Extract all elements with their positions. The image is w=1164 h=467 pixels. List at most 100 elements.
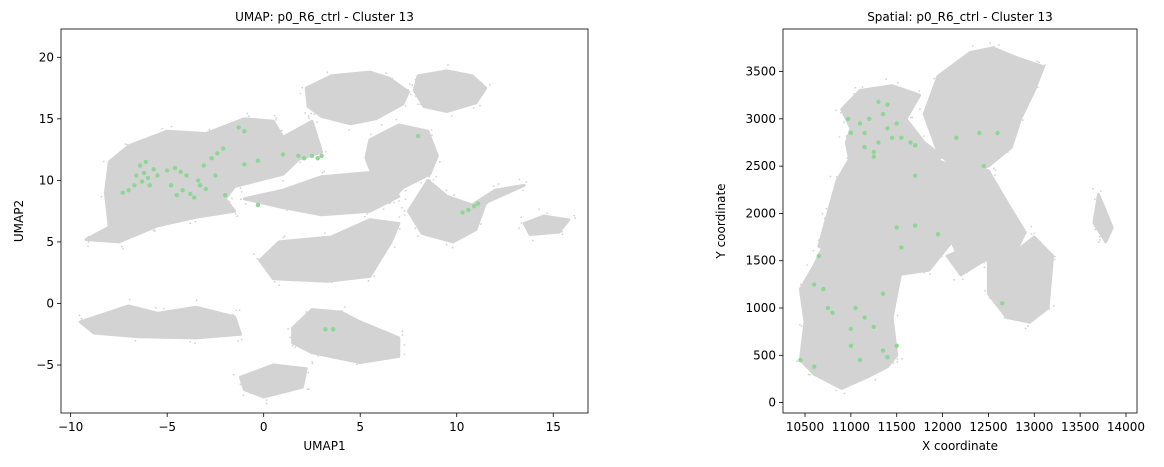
umap-background-speck bbox=[402, 101, 405, 103]
umap-background-speck bbox=[487, 194, 490, 196]
umap-background-speck bbox=[432, 179, 435, 181]
spatial-y-tick-label: 0 bbox=[768, 396, 776, 410]
umap-background-speck bbox=[87, 235, 90, 238]
umap-background-speck bbox=[94, 332, 97, 334]
umap-cluster-point bbox=[460, 210, 465, 215]
umap-background-speck bbox=[522, 189, 524, 192]
spatial-background-speck bbox=[993, 167, 995, 170]
spatial-cluster-points bbox=[798, 99, 1005, 369]
spatial-background-speck bbox=[940, 81, 943, 84]
spatial-background-speck bbox=[897, 81, 899, 84]
spatial-cluster-point bbox=[812, 282, 817, 287]
umap-background-speck bbox=[240, 191, 243, 193]
umap-cluster-point bbox=[222, 193, 228, 198]
spatial-background-speck bbox=[989, 42, 992, 45]
spatial-background-speck bbox=[940, 255, 943, 258]
umap-background-speck bbox=[416, 103, 419, 105]
spatial-x-tick-label: 11000 bbox=[832, 420, 870, 434]
spatial-cluster-point bbox=[977, 130, 982, 136]
spatial-cluster-point bbox=[871, 149, 876, 155]
spatial-background-speck bbox=[850, 168, 853, 171]
umap-background-speck bbox=[229, 211, 232, 214]
spatial-background-speck bbox=[968, 247, 971, 250]
spatial-cluster-point bbox=[880, 291, 886, 296]
umap-background-speck bbox=[239, 383, 242, 386]
spatial-background-speck bbox=[862, 254, 865, 257]
umap-background-speck bbox=[449, 106, 452, 109]
umap-cluster-point bbox=[168, 183, 174, 188]
spatial-background-speck bbox=[983, 266, 986, 269]
spatial-x-tick-label: 13500 bbox=[1061, 420, 1099, 434]
umap-background-speck bbox=[478, 97, 480, 100]
umap-background-speck bbox=[409, 83, 411, 85]
spatial-y-tick-label: 500 bbox=[753, 348, 776, 362]
spatial-background-speck bbox=[1044, 64, 1046, 67]
umap-background-speck bbox=[100, 195, 103, 198]
spatial-background-speck bbox=[843, 121, 845, 124]
umap-background-speck bbox=[113, 165, 116, 168]
umap-background-speck bbox=[331, 281, 333, 283]
spatial-y-tick-label: 3000 bbox=[745, 112, 776, 126]
umap-background-speck bbox=[441, 104, 444, 107]
spatial-background-speck bbox=[849, 123, 852, 126]
umap-background-speck bbox=[305, 311, 308, 313]
umap-background-speck bbox=[80, 317, 83, 320]
umap-background-speck bbox=[194, 342, 196, 345]
umap-background-speck bbox=[278, 247, 281, 249]
spatial-background-speck bbox=[968, 55, 971, 57]
umap-background-speck bbox=[238, 309, 241, 312]
umap-background-speck bbox=[311, 361, 313, 363]
umap-background-speck bbox=[419, 80, 422, 83]
umap-background-region bbox=[242, 170, 401, 217]
umap-background-speck bbox=[267, 366, 270, 369]
spatial-background-speck bbox=[1053, 258, 1056, 261]
umap-background-speck bbox=[318, 207, 321, 209]
spatial-background-speck bbox=[1029, 317, 1032, 319]
spatial-background-speck bbox=[900, 177, 903, 179]
umap-background-speck bbox=[296, 331, 298, 334]
umap-cluster-point bbox=[141, 170, 147, 176]
umap-background-speck bbox=[404, 198, 407, 201]
umap-background-speck bbox=[196, 310, 199, 313]
umap-background-speck bbox=[472, 107, 475, 109]
umap-background-speck bbox=[369, 155, 371, 158]
umap-background-speck bbox=[323, 170, 326, 173]
umap-background-speck bbox=[307, 371, 310, 374]
umap-background-speck bbox=[481, 198, 484, 201]
umap-background-speck bbox=[85, 321, 88, 323]
umap-background-speck bbox=[480, 223, 482, 226]
umap-background-speck bbox=[87, 241, 90, 243]
umap-cluster-point bbox=[309, 153, 315, 158]
umap-background-speck bbox=[415, 95, 417, 98]
umap-background-speck bbox=[296, 158, 299, 161]
umap-background-speck bbox=[299, 383, 302, 386]
spatial-background-speck bbox=[1028, 90, 1030, 92]
umap-cluster-point bbox=[203, 186, 208, 192]
umap-cluster-point bbox=[155, 173, 160, 178]
umap-background-speck bbox=[236, 215, 239, 218]
umap-background-speck bbox=[367, 152, 370, 155]
umap-background-speck bbox=[409, 93, 412, 96]
umap-background-speck bbox=[400, 207, 403, 209]
spatial-background-speck bbox=[1006, 151, 1009, 154]
umap-background-speck bbox=[134, 339, 137, 342]
spatial-background-speck bbox=[994, 174, 996, 177]
umap-background-speck bbox=[344, 306, 346, 308]
spatial-background-speck bbox=[1021, 119, 1024, 121]
umap-background-speck bbox=[432, 150, 435, 153]
umap-background-speck bbox=[231, 313, 234, 316]
umap-cluster-point bbox=[197, 183, 203, 188]
umap-x-tick-label: −5 bbox=[158, 420, 176, 434]
spatial-background-speck bbox=[941, 77, 944, 80]
umap-background-speck bbox=[231, 197, 233, 200]
spatial-background-speck bbox=[917, 96, 920, 98]
spatial-background-speck bbox=[872, 163, 875, 166]
spatial-background-speck bbox=[807, 373, 810, 376]
umap-background-speck bbox=[469, 225, 472, 228]
spatial-background-speck bbox=[815, 268, 818, 270]
spatial-background-region bbox=[922, 46, 1045, 178]
umap-background-speck bbox=[249, 392, 251, 394]
spatial-cluster-point bbox=[894, 121, 899, 126]
